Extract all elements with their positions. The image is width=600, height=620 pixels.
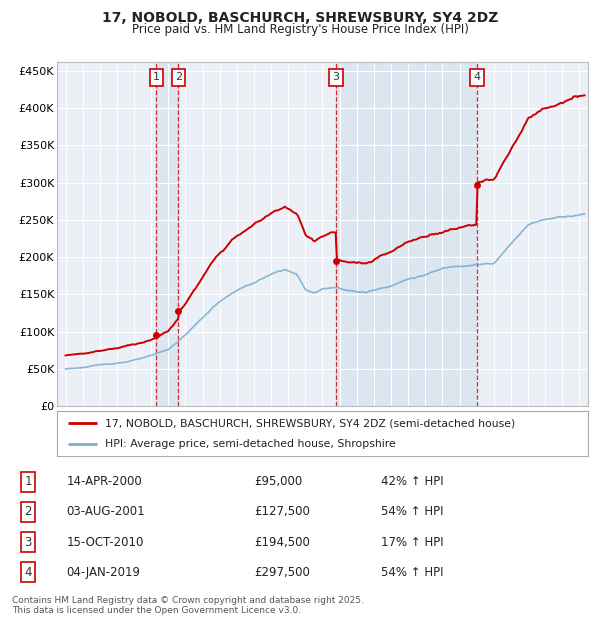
- Text: 15-OCT-2010: 15-OCT-2010: [67, 536, 144, 549]
- Text: 4: 4: [25, 566, 32, 579]
- Text: Contains HM Land Registry data © Crown copyright and database right 2025.: Contains HM Land Registry data © Crown c…: [12, 596, 364, 606]
- Text: 1: 1: [25, 475, 32, 488]
- Text: 54% ↑ HPI: 54% ↑ HPI: [380, 566, 443, 579]
- Text: 3: 3: [25, 536, 32, 549]
- Text: 3: 3: [332, 73, 340, 82]
- Text: 1: 1: [152, 73, 160, 82]
- Text: 17% ↑ HPI: 17% ↑ HPI: [380, 536, 443, 549]
- Text: 04-JAN-2019: 04-JAN-2019: [67, 566, 141, 579]
- Bar: [156, 62, 178, 406]
- Text: 17, NOBOLD, BASCHURCH, SHREWSBURY, SY4 2DZ (semi-detached house): 17, NOBOLD, BASCHURCH, SHREWSBURY, SY4 2…: [105, 418, 515, 428]
- Text: 2: 2: [175, 73, 182, 82]
- Text: This data is licensed under the Open Government Licence v3.0.: This data is licensed under the Open Gov…: [12, 606, 301, 616]
- Text: 54% ↑ HPI: 54% ↑ HPI: [380, 505, 443, 518]
- Text: £127,500: £127,500: [254, 505, 310, 518]
- Bar: [336, 62, 477, 406]
- Text: HPI: Average price, semi-detached house, Shropshire: HPI: Average price, semi-detached house,…: [105, 438, 395, 449]
- Text: £194,500: £194,500: [254, 536, 310, 549]
- Text: £95,000: £95,000: [254, 475, 302, 488]
- Text: £297,500: £297,500: [254, 566, 310, 579]
- Text: 14-APR-2000: 14-APR-2000: [67, 475, 142, 488]
- Text: 4: 4: [473, 73, 481, 82]
- Text: 17, NOBOLD, BASCHURCH, SHREWSBURY, SY4 2DZ: 17, NOBOLD, BASCHURCH, SHREWSBURY, SY4 2…: [102, 11, 498, 25]
- Text: 42% ↑ HPI: 42% ↑ HPI: [380, 475, 443, 488]
- Text: 2: 2: [25, 505, 32, 518]
- Text: Price paid vs. HM Land Registry's House Price Index (HPI): Price paid vs. HM Land Registry's House …: [131, 23, 469, 36]
- Text: 03-AUG-2001: 03-AUG-2001: [67, 505, 145, 518]
